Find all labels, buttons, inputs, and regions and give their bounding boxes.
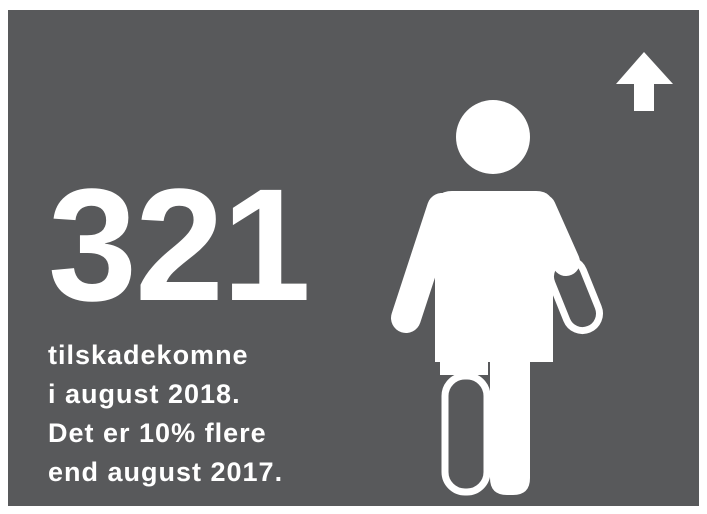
person-icon: [391, 100, 603, 496]
arrow-icon: [616, 52, 673, 111]
panel: [8, 10, 699, 506]
text-block: tilskadekomne i august 2018. Det er 10% …: [48, 340, 283, 487]
headline-number: 321: [48, 155, 309, 334]
text-line: tilskadekomne: [48, 340, 249, 370]
text-line: i august 2018.: [48, 379, 241, 409]
text-line: Det er 10% flere: [48, 418, 267, 448]
text-line: end august 2017.: [48, 457, 283, 487]
